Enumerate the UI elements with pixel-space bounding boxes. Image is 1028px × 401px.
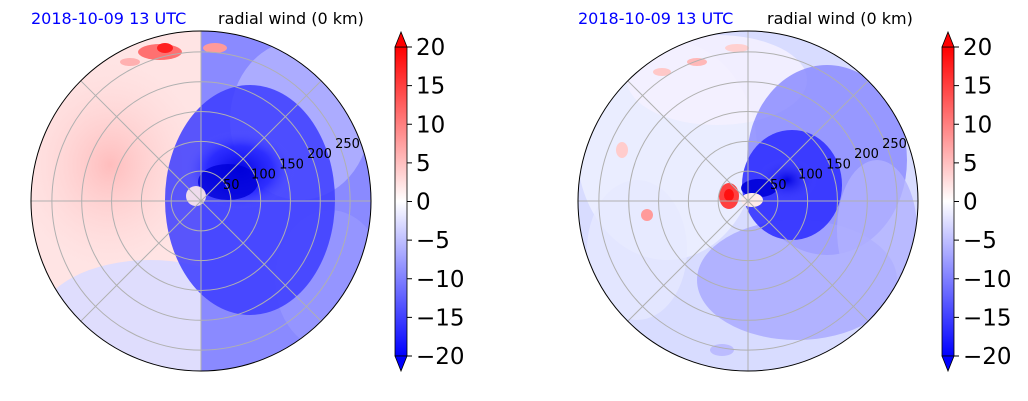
- chart-2-grid: [578, 31, 918, 371]
- chart-1-colorbar-tick-label: −10: [416, 267, 465, 293]
- chart-2-colorbar-max-arrow: [941, 30, 955, 48]
- chart-1-colorbar-max-arrow: [394, 30, 408, 48]
- chart-2-radial-tick-label: 250: [882, 137, 907, 152]
- chart-1-radial-tick-label: 250: [335, 137, 360, 152]
- chart-panel-2: 2018-10-09 13 UTC radial wind (0 km): [547, 0, 1028, 401]
- chart-2-polar-frame: [577, 30, 919, 372]
- chart-2-colorbar-tick-label: 0: [963, 190, 978, 216]
- chart-2-radial-tick-label: 150: [826, 157, 851, 172]
- chart-1-polar-frame: [30, 30, 372, 372]
- chart-2-title: radial wind (0 km): [767, 9, 913, 28]
- chart-2-colorbar-tick-label: 15: [963, 74, 992, 100]
- chart-1-colorbar-tick-label: 20: [416, 35, 445, 61]
- chart-2-colorbar-bar: [941, 46, 955, 357]
- chart-2-colorbar: 20 15 10 5 0 −5 −10 −15 −20: [941, 30, 1012, 373]
- chart-2-spoke-135: [627, 80, 869, 322]
- chart-2-date: 2018-10-09 13 UTC: [578, 9, 734, 28]
- chart-1-colorbar-min-arrow: [394, 355, 408, 373]
- chart-1-radial-tick-label: 50: [223, 178, 240, 193]
- chart-1-colorbar-ticks: 20 15 10 5 0 −5 −10 −15 −20: [407, 35, 465, 370]
- chart-2-colorbar-tick-label: −15: [963, 305, 1012, 331]
- chart-2-colorbar-tick-label: 10: [963, 112, 992, 138]
- chart-2-radial-tick-label: 50: [770, 178, 787, 193]
- chart-1-grid: [31, 31, 371, 371]
- chart-2-radial-tick-label: 100: [798, 168, 823, 183]
- chart-2-colorbar-tick-label: −10: [963, 267, 1012, 293]
- chart-2-colorbar-ticks: 20 15 10 5 0 −5 −10 −15 −20: [954, 35, 1012, 370]
- chart-1-title: radial wind (0 km): [218, 9, 364, 28]
- chart-1-colorbar-bar: [394, 46, 408, 357]
- chart-1-colorbar-tick-label: −5: [416, 228, 450, 254]
- chart-1-field: [31, 31, 371, 371]
- chart-2-colorbar-min-arrow: [941, 355, 955, 373]
- chart-1-radial-tick-label: 200: [307, 147, 332, 162]
- chart-1-colorbar-tick-label: 15: [416, 74, 445, 100]
- chart-1-colorbar-tick-label: −15: [416, 305, 465, 331]
- chart-2-colorbar-tick-label: −5: [963, 228, 997, 254]
- chart-1-colorbar: 20 15 10 5 0 −5 −10 −15 −20: [394, 30, 465, 373]
- chart-1-colorbar-tick-label: 10: [416, 112, 445, 138]
- chart-1-date: 2018-10-09 13 UTC: [31, 9, 187, 28]
- chart-panel-1: 2018-10-09 13 UTC radial wind (0 km): [30, 9, 465, 373]
- chart-1-radial-tick-label: 100: [251, 168, 276, 183]
- chart-2-colorbar-tick-label: 5: [963, 151, 978, 177]
- chart-1-colorbar-tick-label: 5: [416, 151, 431, 177]
- chart-1-colorbar-tick-label: 0: [416, 190, 431, 216]
- chart-2-radial-tick-label: 200: [854, 147, 879, 162]
- chart-1-radial-tick-label: 150: [279, 157, 304, 172]
- chart-1-colorbar-tick-label: −20: [416, 344, 465, 370]
- chart-2-colorbar-tick-label: 20: [963, 35, 992, 61]
- chart-1-spoke-135: [80, 80, 322, 322]
- chart-2-colorbar-tick-label: −20: [963, 344, 1012, 370]
